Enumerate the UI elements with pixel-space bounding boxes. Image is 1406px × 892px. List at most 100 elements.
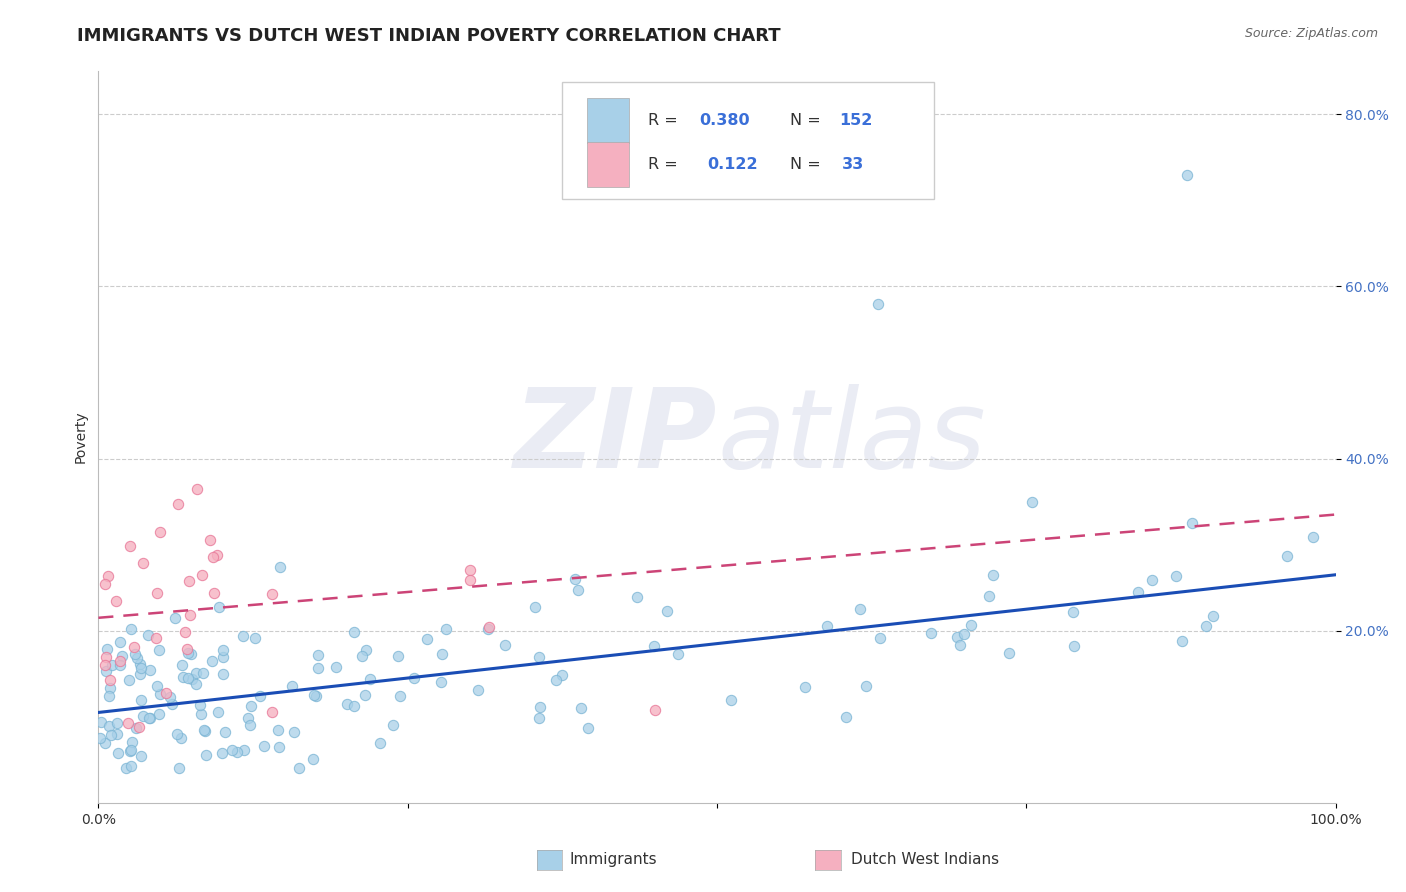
Point — [181, 672, 204, 686]
Point — [866, 296, 889, 310]
Point — [166, 727, 188, 741]
Point — [94, 657, 117, 672]
Point — [179, 607, 201, 622]
Point — [121, 735, 143, 749]
Point — [1164, 569, 1187, 583]
Point — [195, 747, 218, 762]
Text: atlas: atlas — [717, 384, 986, 491]
Point — [529, 650, 551, 665]
Point — [177, 574, 200, 589]
Point — [212, 643, 235, 657]
Point — [129, 667, 152, 681]
Point — [569, 701, 592, 715]
Point — [668, 647, 690, 661]
Point — [163, 611, 186, 625]
FancyBboxPatch shape — [588, 143, 630, 187]
Point — [352, 649, 374, 664]
Point — [148, 642, 170, 657]
Point — [458, 573, 481, 587]
Point — [467, 683, 489, 698]
Point — [120, 743, 142, 757]
Point — [1062, 605, 1084, 619]
Point — [98, 689, 121, 703]
Point — [201, 549, 224, 564]
Point — [89, 731, 111, 745]
Point — [343, 698, 366, 713]
Point — [267, 723, 290, 737]
Point — [107, 727, 129, 741]
Point — [100, 728, 122, 742]
Point — [118, 539, 141, 553]
Point — [849, 602, 872, 616]
Point — [93, 736, 115, 750]
Point — [305, 689, 328, 703]
Text: IMMIGRANTS VS DUTCH WEST INDIAN POVERTY CORRELATION CHART: IMMIGRANTS VS DUTCH WEST INDIAN POVERTY … — [77, 27, 780, 45]
Point — [145, 631, 167, 645]
Point — [159, 690, 181, 704]
Point — [96, 664, 118, 678]
Point — [815, 619, 838, 633]
Point — [283, 724, 305, 739]
Point — [1181, 516, 1204, 531]
Point — [368, 736, 391, 750]
Text: N =: N = — [790, 113, 825, 128]
Point — [232, 630, 254, 644]
Point — [194, 723, 217, 738]
Point — [260, 706, 283, 720]
Point — [869, 631, 891, 645]
Point — [302, 752, 325, 766]
Point — [205, 548, 228, 562]
Point — [269, 739, 291, 754]
Point — [180, 648, 202, 662]
Point — [96, 649, 118, 664]
Point — [122, 640, 145, 654]
Point — [170, 731, 193, 745]
Point — [167, 497, 190, 511]
Point — [576, 721, 599, 735]
Point — [458, 564, 481, 578]
Point — [139, 710, 162, 724]
Point — [793, 680, 815, 694]
Point — [354, 643, 377, 657]
Point — [523, 599, 546, 614]
Point — [1195, 619, 1218, 633]
Point — [111, 649, 134, 664]
Point — [354, 688, 377, 702]
Point — [211, 746, 233, 760]
Point — [118, 744, 141, 758]
Point — [138, 711, 160, 725]
Point — [191, 567, 214, 582]
Point — [430, 648, 453, 662]
Text: 33: 33 — [842, 157, 865, 172]
Point — [184, 665, 207, 680]
Point — [1171, 634, 1194, 648]
Text: 0.380: 0.380 — [700, 113, 751, 128]
Point — [239, 698, 262, 713]
Point — [138, 628, 160, 642]
Point — [177, 646, 200, 660]
Point — [120, 759, 142, 773]
Point — [325, 660, 347, 674]
Point — [118, 673, 141, 687]
Point — [1140, 573, 1163, 587]
Point — [129, 749, 152, 764]
FancyBboxPatch shape — [588, 98, 630, 143]
Point — [115, 761, 138, 775]
Text: 0.122: 0.122 — [707, 157, 758, 172]
Point — [124, 647, 146, 661]
Text: ZIP: ZIP — [513, 384, 717, 491]
Point — [128, 657, 150, 671]
Point — [920, 625, 942, 640]
Point — [977, 589, 1000, 603]
Text: N =: N = — [790, 157, 831, 172]
Point — [149, 687, 172, 701]
Point — [359, 673, 381, 687]
Point — [1021, 495, 1043, 509]
Point — [226, 745, 249, 759]
Point — [551, 668, 574, 682]
Point — [177, 672, 200, 686]
Point — [855, 679, 877, 693]
Text: 152: 152 — [839, 113, 873, 128]
Point — [288, 761, 311, 775]
Point — [202, 586, 225, 600]
